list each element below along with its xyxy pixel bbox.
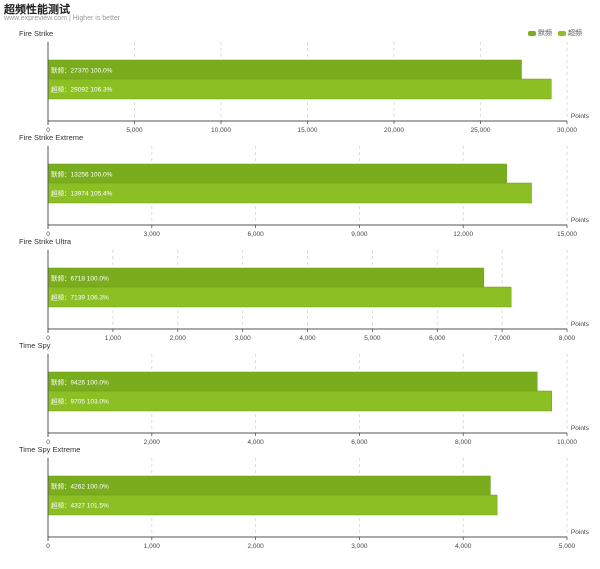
x-tick-label: 1,000 <box>144 543 161 550</box>
x-tick-label: 5,000 <box>559 543 576 550</box>
x-tick-label: 4,000 <box>247 439 264 446</box>
x-tick-label: 8,000 <box>455 439 472 446</box>
x-tick-label: 3,000 <box>144 231 161 238</box>
x-axis-label: Points <box>571 425 590 432</box>
x-tick-label: 10,000 <box>557 439 577 446</box>
chart-title: Fire Strike Extreme <box>19 133 83 142</box>
bar-label: 默频：4262 100.0% <box>51 482 109 491</box>
x-tick-label: 0 <box>46 335 50 342</box>
bar-overclock <box>47 286 512 308</box>
x-axis-label: Points <box>571 529 590 536</box>
page-subtitle: www.expreview.com | Higher is better <box>4 15 121 22</box>
x-tick-label: 2,000 <box>170 335 187 342</box>
x-tick-label: 0 <box>46 127 50 134</box>
bar-label: 超频：13974 105.4% <box>51 189 113 198</box>
bar-label: 默频：13256 100.0% <box>51 170 113 179</box>
legend-label-default: 默频 <box>538 30 552 37</box>
x-tick-label: 9,000 <box>351 231 368 238</box>
x-tick-label: 4,000 <box>455 543 472 550</box>
x-tick-label: 15,000 <box>298 127 318 134</box>
x-tick-label: 6,000 <box>351 439 368 446</box>
x-tick-label: 10,000 <box>211 127 231 134</box>
bar-overclock <box>47 78 552 100</box>
legend-item-default[interactable]: 默频 <box>528 28 552 38</box>
chart-title: Fire Strike <box>19 29 53 38</box>
legend-swatch-overclock <box>558 30 566 36</box>
bar-label: 超频：9705 103.0% <box>51 397 109 406</box>
x-tick-label: 12,000 <box>453 231 473 238</box>
x-axis-label: Points <box>571 217 590 224</box>
x-tick-label: 3,000 <box>234 335 251 342</box>
chart-title: Fire Strike Ultra <box>19 237 72 246</box>
x-tick-label: 8,000 <box>559 335 576 342</box>
x-tick-label: 0 <box>46 439 50 446</box>
chart-title: Time Spy <box>19 341 51 350</box>
x-tick-label: 30,000 <box>557 127 577 134</box>
bar-label: 超频：4327 101.5% <box>51 501 109 510</box>
bar-label: 超频：29092 106.3% <box>51 85 113 94</box>
x-tick-label: 4,000 <box>299 335 316 342</box>
x-tick-label: 20,000 <box>384 127 404 134</box>
bar-default <box>47 59 522 81</box>
x-tick-label: 2,000 <box>247 543 264 550</box>
bar-default <box>47 267 485 289</box>
x-tick-label: 15,000 <box>557 231 577 238</box>
x-tick-label: 1,000 <box>105 335 122 342</box>
bar-label: 超频：7139 106.3% <box>51 293 109 302</box>
chart-title: Time Spy Extreme <box>19 445 80 454</box>
x-tick-label: 5,000 <box>364 335 381 342</box>
legend-label-overclock: 超频 <box>568 30 582 37</box>
bar-default <box>47 475 491 497</box>
x-tick-label: 7,000 <box>494 335 511 342</box>
legend-item-overclock[interactable]: 超频 <box>558 28 582 38</box>
bar-default <box>47 371 538 393</box>
legend: 默频 超频 <box>528 28 582 38</box>
bar-label: 默频：6718 100.0% <box>51 274 109 283</box>
x-tick-label: 5,000 <box>126 127 143 134</box>
x-tick-label: 6,000 <box>247 231 264 238</box>
x-tick-label: 2,000 <box>144 439 161 446</box>
x-tick-label: 25,000 <box>471 127 491 134</box>
x-tick-label: 0 <box>46 231 50 238</box>
bar-default <box>47 163 507 185</box>
bar-overclock <box>47 494 498 516</box>
page-title: 超频性能测试 <box>4 4 70 16</box>
x-tick-label: 6,000 <box>429 335 446 342</box>
legend-swatch-default <box>528 30 536 36</box>
x-tick-label: 3,000 <box>351 543 368 550</box>
bar-overclock <box>47 390 552 412</box>
bar-label: 默频：27370 100.0% <box>51 66 113 75</box>
bar-label: 默频：9426 100.0% <box>51 378 109 387</box>
bar-overclock <box>47 182 532 204</box>
x-axis-label: Points <box>571 321 590 328</box>
x-tick-label: 0 <box>46 543 50 550</box>
x-axis-label: Points <box>571 113 590 120</box>
